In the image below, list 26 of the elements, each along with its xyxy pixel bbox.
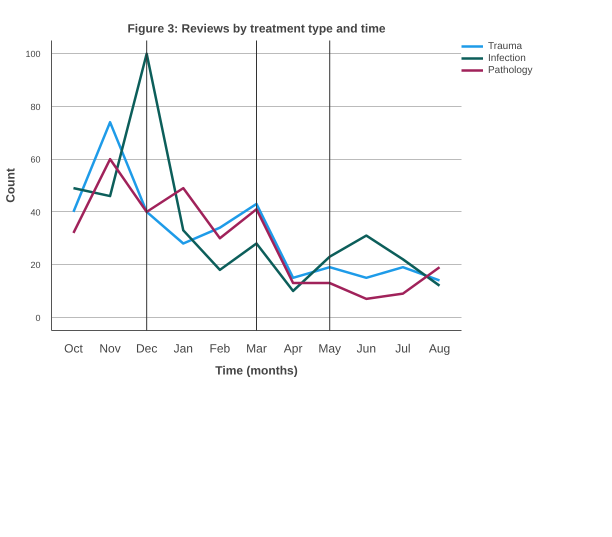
x-tick-label: Jan [174, 342, 193, 356]
line-series [72, 158, 441, 300]
x-tick-label: Apr [284, 342, 302, 356]
x-tick-label: Nov [99, 342, 121, 356]
x-tick-label: Dec [136, 342, 158, 356]
legend-label: Trauma [488, 40, 522, 52]
y-tick-label: 80 [30, 102, 41, 112]
y-tick-label: 60 [30, 154, 41, 165]
chart-title: Figure 3: Reviews by treatment type and time [127, 22, 386, 36]
y-tick-label: 20 [30, 260, 41, 270]
x-tick-label: May [318, 342, 342, 356]
x-axis-title: Time (months) [215, 364, 298, 378]
line-series [72, 52, 441, 292]
y-axis-title: Count [3, 168, 18, 203]
x-tick-label: Jun [356, 342, 376, 356]
line-series [72, 120, 441, 282]
y-tick-label: 0 [35, 312, 41, 323]
x-tick-label: Aug [428, 342, 450, 356]
x-tick-label: Oct [64, 342, 84, 356]
x-tick-label: Feb [210, 342, 231, 356]
x-tick-label: Mar [246, 342, 267, 356]
legend-label: Pathology [488, 64, 532, 76]
y-tick-label: 40 [30, 207, 41, 218]
x-tick-label: Jul [395, 342, 411, 356]
y-tick-label: 100 [25, 49, 41, 60]
legend-label: Infection [488, 52, 526, 64]
